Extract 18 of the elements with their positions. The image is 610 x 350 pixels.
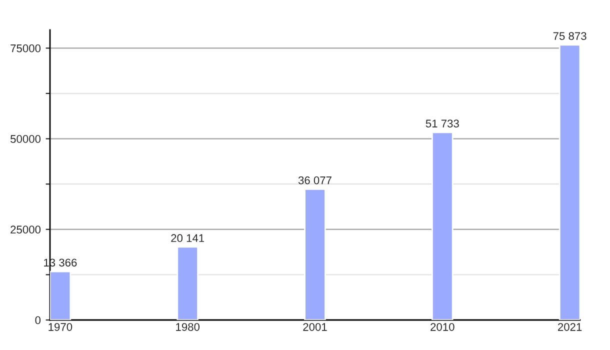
- bar: [432, 132, 454, 320]
- x-tick-label: 2010: [430, 323, 454, 331]
- x-tick-label: 2001: [303, 323, 327, 331]
- bar: [176, 246, 198, 320]
- data-label: 20 141: [171, 234, 204, 242]
- y-tick-label: 25000: [10, 226, 41, 234]
- x-tick-label: 2021: [558, 323, 582, 331]
- data-label: 36 077: [298, 176, 332, 184]
- data-label: 51 733: [426, 120, 459, 128]
- y-tick-label: 0: [35, 316, 41, 324]
- x-tick-label: 1980: [176, 323, 200, 331]
- y-tick-label: 75000: [10, 44, 41, 52]
- y-tick-label: 50000: [10, 135, 41, 143]
- bar: [304, 188, 326, 320]
- bar: [558, 44, 580, 320]
- bar: [50, 270, 72, 320]
- x-tick-label: 1970: [48, 323, 72, 331]
- data-label: 75 873: [553, 32, 586, 40]
